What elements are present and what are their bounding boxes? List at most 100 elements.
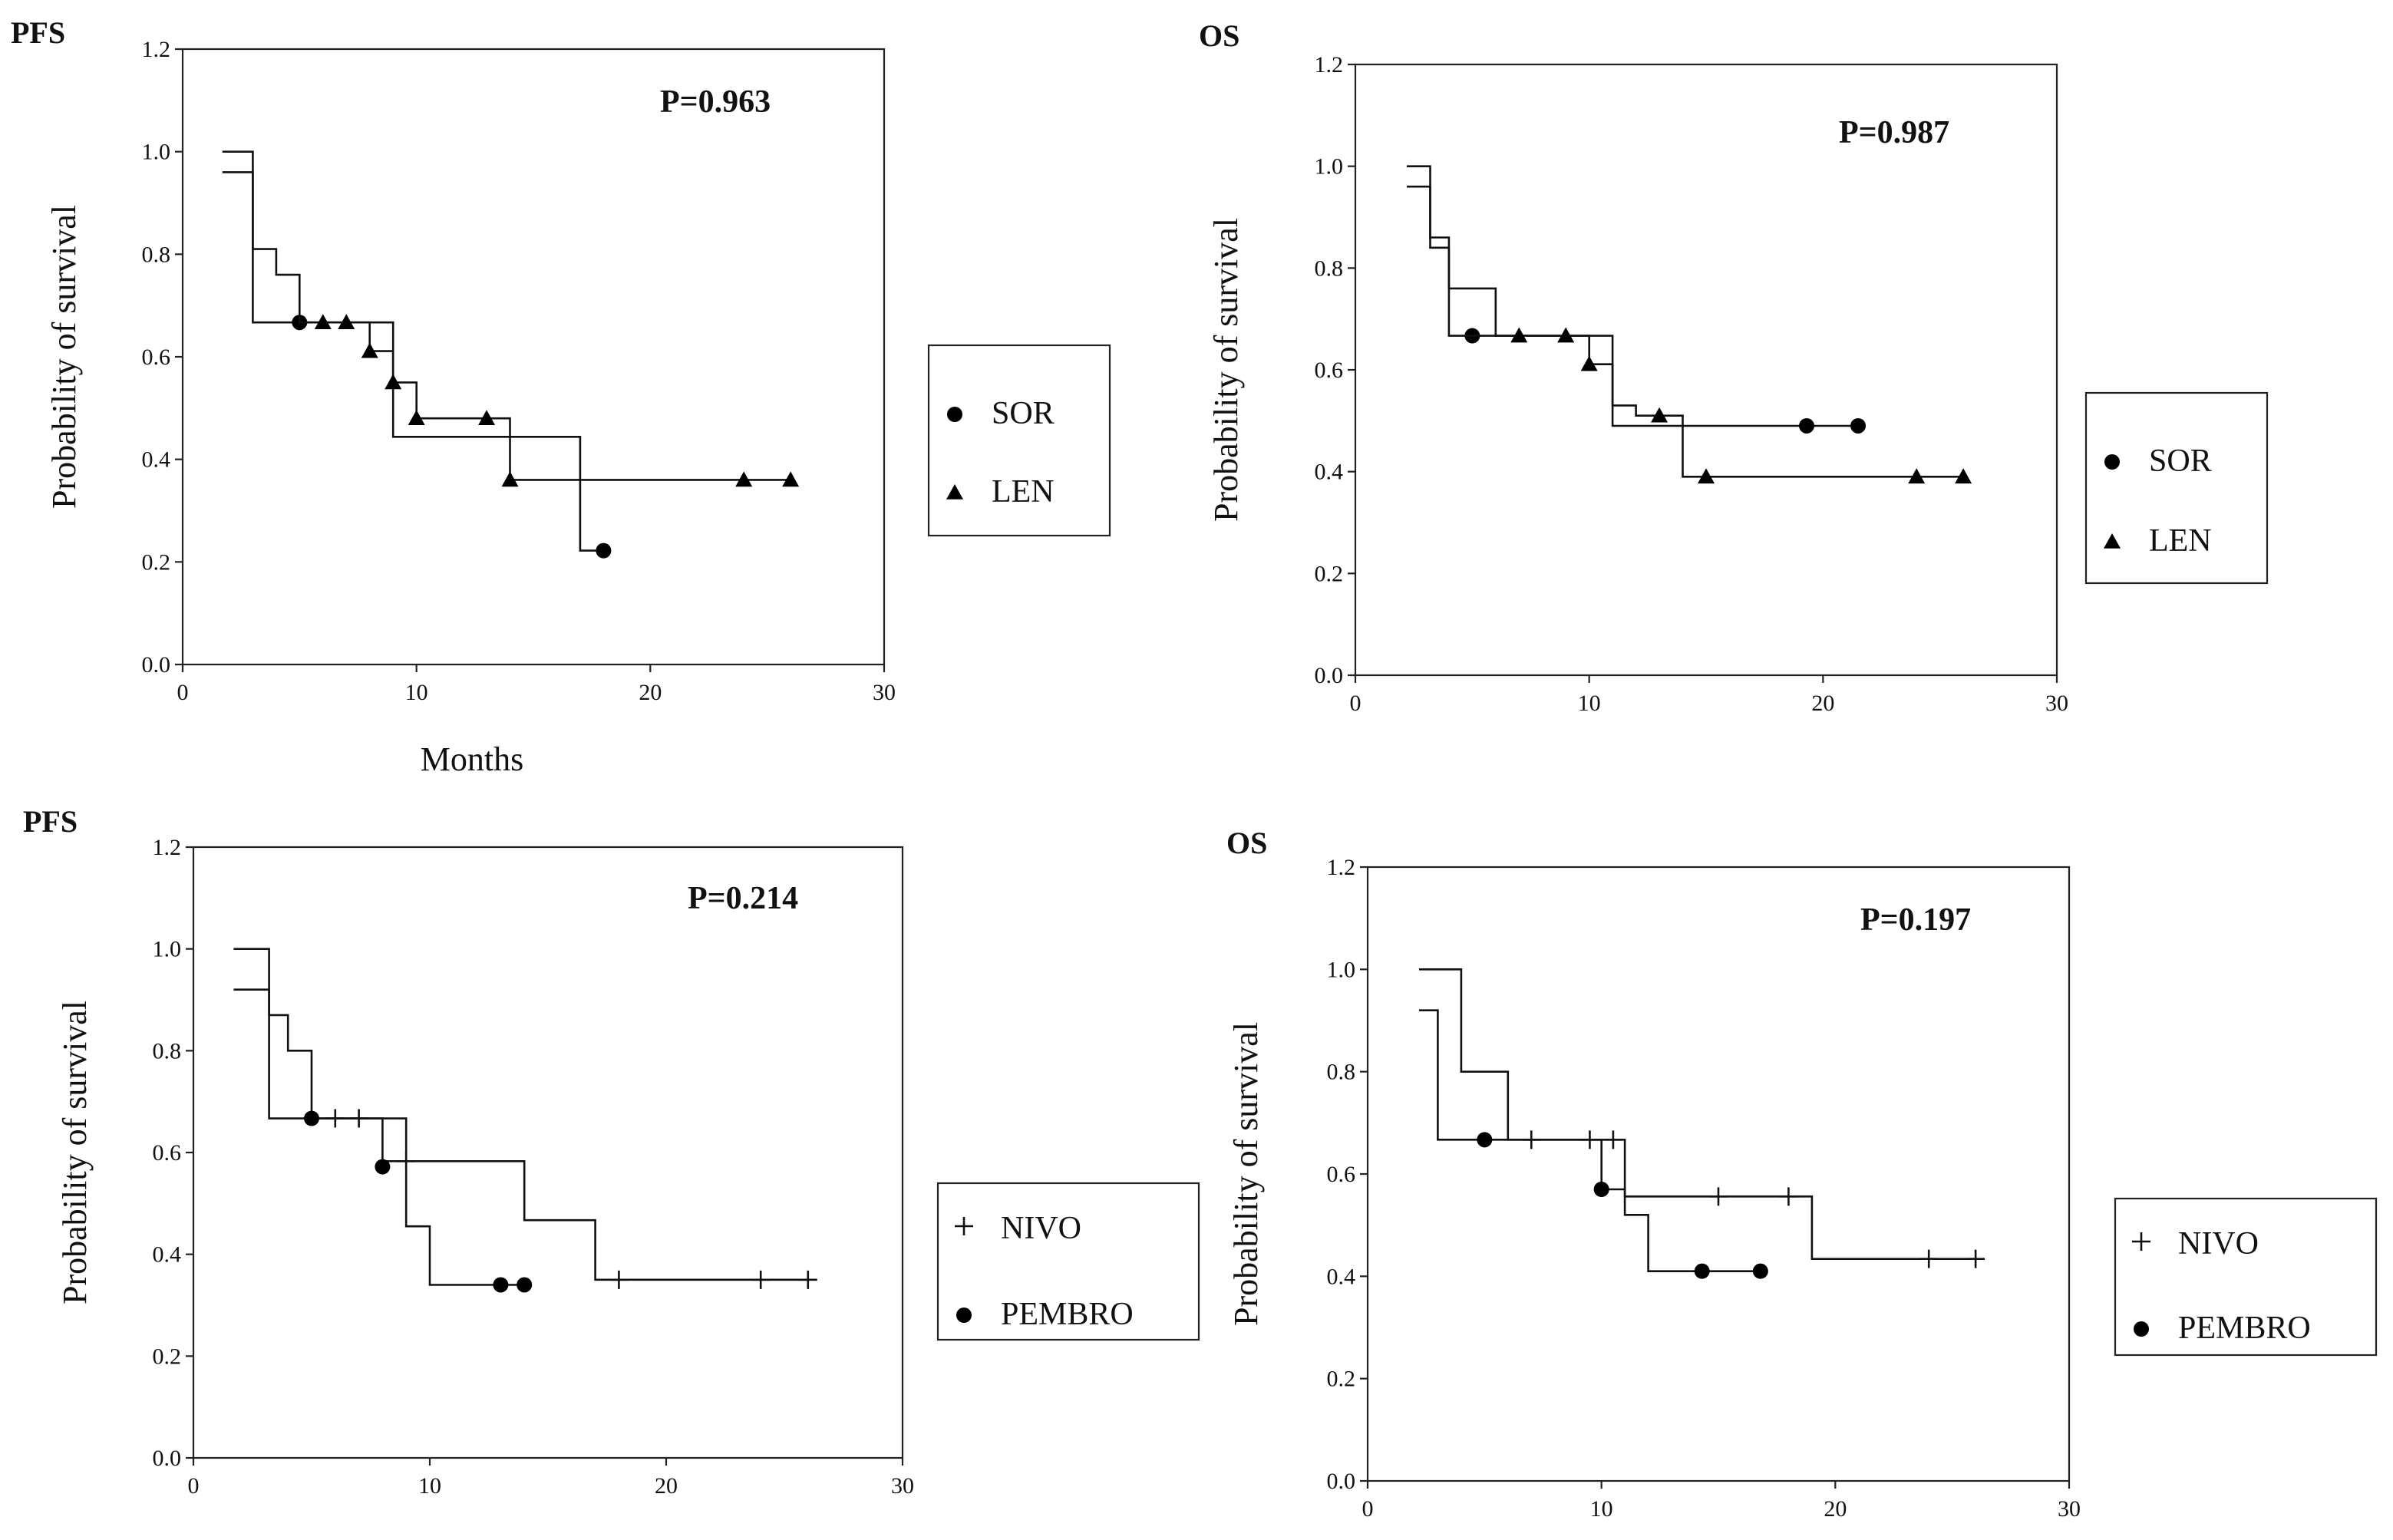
- x-axis-label: Months: [421, 740, 523, 778]
- km-curve-pembro: [1419, 1009, 1761, 1272]
- censor-mark-len: [338, 314, 355, 330]
- panel-label: PFS: [11, 15, 65, 50]
- panel-label: OS: [1226, 826, 1267, 860]
- legend-marker-sor: [947, 407, 962, 422]
- censor-mark-len: [1955, 468, 1972, 484]
- y-tick-label: 0.2: [1327, 1367, 1356, 1392]
- x-tick-label: 10: [1590, 1496, 1613, 1522]
- legend-label-len: LEN: [992, 474, 1055, 509]
- legend: SOR LEN: [2084, 391, 2269, 585]
- x-tick-label: 0: [1362, 1496, 1374, 1522]
- y-tick-label: 1.0: [153, 937, 182, 962]
- x-tick-label: 10: [1578, 691, 1601, 716]
- y-tick-label: 1.2: [153, 835, 182, 860]
- panel-label: PFS: [23, 804, 78, 839]
- y-tick-label: 0.6: [1315, 358, 1344, 383]
- km-panel-1: 0.0 0.2 0.4 0.6 0.8 1.0 1.2 0 10 20 30 Probability …: [11, 15, 1111, 778]
- censor-mark-len: [501, 471, 519, 487]
- x-tick-label: 0: [188, 1473, 200, 1499]
- y-tick-label: 0.8: [1315, 256, 1344, 281]
- legend-box: [936, 1182, 1200, 1341]
- y-tick-label: 0.0: [153, 1446, 182, 1471]
- censor-mark-len: [735, 471, 753, 487]
- legend-marker-len: [946, 484, 963, 500]
- censor-mark-pembro: [493, 1277, 509, 1293]
- x-tick-label: 30: [873, 680, 896, 705]
- y-tick-label: 0.6: [153, 1140, 182, 1166]
- censor-mark-nivo: [1919, 1249, 1939, 1268]
- series-pembro: [1419, 1009, 1768, 1279]
- legend-marker-len: [2104, 533, 2121, 549]
- km-panel-4: 0.0 0.2 0.4 0.6 0.8 1.0 1.2 0 10 20 30 Probability …: [1226, 826, 2378, 1522]
- legend-box: [2114, 1197, 2378, 1357]
- x-tick-label: 30: [891, 1473, 914, 1499]
- series-len: [222, 171, 800, 487]
- censor-mark-pembro: [1593, 1182, 1609, 1197]
- legend-label-len: LEN: [2149, 523, 2212, 559]
- legend-box: [2084, 391, 2269, 585]
- y-tick-label: 0.4: [142, 447, 171, 473]
- censor-mark-nivo: [751, 1270, 771, 1289]
- series-sor: [1407, 165, 1867, 434]
- censor-mark-nivo: [1966, 1249, 1985, 1268]
- censor-mark-sor: [1850, 417, 1867, 434]
- y-tick-label: 0.6: [142, 345, 171, 370]
- censor-mark-len: [1580, 355, 1598, 371]
- y-axis-label: Probability of survival: [45, 205, 83, 509]
- censor-mark-pembro: [517, 1277, 533, 1293]
- y-tick-label: 0.2: [153, 1344, 182, 1369]
- censor-mark-len: [314, 314, 332, 330]
- legend: SOR LEN: [927, 344, 1111, 537]
- plot-area: [192, 846, 904, 1459]
- legend: NIVO PEMBRO: [2114, 1197, 2378, 1357]
- censor-mark-len: [1557, 327, 1575, 343]
- km-curve-len: [222, 171, 791, 481]
- censor-mark-len: [1908, 468, 1926, 484]
- km-panel-3: 0.0 0.2 0.4 0.6 0.8 1.0 1.2 0 10 20 30 Probability …: [23, 804, 1200, 1499]
- censor-mark-len: [361, 342, 378, 358]
- km-panel-2: 0.0 0.2 0.4 0.6 0.8 1.0 1.2 0 10 20 30 Probability …: [1199, 18, 2269, 716]
- x-tick-label: 0: [177, 680, 189, 705]
- plot-area: [181, 48, 886, 666]
- x-tick-label: 10: [405, 680, 428, 705]
- censor-mark-len: [1510, 327, 1528, 343]
- y-tick-label: 0.8: [153, 1038, 182, 1063]
- km-curve-sor: [1407, 165, 1858, 427]
- censor-mark-len: [1651, 407, 1668, 423]
- censor-mark-pembro: [1752, 1263, 1768, 1279]
- x-tick-label: 20: [655, 1473, 678, 1499]
- y-tick-label: 0.8: [1327, 1060, 1356, 1085]
- panel-label: OS: [1199, 18, 1239, 53]
- y-tick-label: 0.2: [142, 549, 171, 575]
- km-curve-sor: [222, 150, 604, 552]
- censor-mark-len: [478, 410, 496, 425]
- y-tick-label: 1.2: [142, 37, 171, 62]
- legend-label-pembro: PEMBRO: [1001, 1297, 1134, 1332]
- legend-label-nivo: NIVO: [2178, 1226, 2259, 1261]
- x-tick-label: 0: [1350, 691, 1362, 716]
- y-tick-label: 1.2: [1327, 855, 1356, 880]
- x-tick-label: 30: [2045, 691, 2068, 716]
- legend-label-pembro: PEMBRO: [2178, 1311, 2311, 1346]
- legend-marker-pembro: [2134, 1321, 2149, 1337]
- censor-mark-pembro: [304, 1110, 319, 1126]
- y-tick-label: 1.0: [1315, 154, 1344, 180]
- y-axis-label: Probability of survival: [56, 1001, 94, 1304]
- y-tick-label: 0.4: [1315, 460, 1344, 485]
- series-nivo: [1419, 968, 1985, 1268]
- km-curve-nivo: [1419, 968, 1976, 1260]
- y-tick-label: 0.0: [1327, 1469, 1356, 1494]
- p-value: P=0.987: [1839, 115, 1949, 150]
- x-tick-label: 20: [1811, 691, 1834, 716]
- series-len: [1407, 185, 1972, 484]
- x-tick-label: 30: [2058, 1496, 2081, 1522]
- p-value: P=0.963: [660, 84, 771, 120]
- y-tick-label: 0.0: [142, 652, 171, 678]
- censor-mark-sor: [1799, 417, 1815, 434]
- censor-mark-nivo: [1779, 1187, 1798, 1206]
- legend-label-sor: SOR: [2149, 444, 2212, 479]
- y-tick-label: 1.0: [1327, 957, 1356, 982]
- series-sor: [222, 150, 612, 559]
- p-value: P=0.197: [1860, 902, 1971, 938]
- censor-mark-pembro: [1477, 1132, 1493, 1148]
